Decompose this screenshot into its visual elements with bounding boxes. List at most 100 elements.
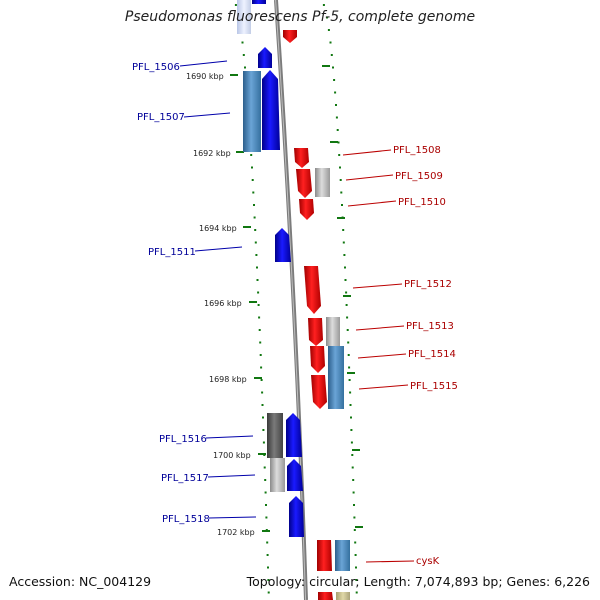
leader-line bbox=[355, 325, 405, 331]
forward-genes bbox=[252, 0, 304, 537]
gene-labels-right: PFL_1508 PFL_1509 PFL_1510 PFL_1512 PFL_… bbox=[393, 145, 458, 567]
cds-box[interactable] bbox=[270, 458, 285, 492]
ruler-dot bbox=[264, 491, 267, 494]
ruler-dot bbox=[267, 591, 270, 594]
ruler-dot bbox=[342, 229, 345, 231]
ruler-dot bbox=[343, 254, 346, 256]
ruler-dot bbox=[338, 154, 341, 156]
leader-line bbox=[357, 353, 407, 359]
ruler-dot bbox=[350, 416, 352, 419]
gene-arrow-pfl-1508[interactable] bbox=[294, 148, 309, 168]
leader-line bbox=[347, 200, 397, 207]
ruler-dot bbox=[241, 41, 244, 44]
gene-arrow-pfl-1507[interactable] bbox=[262, 70, 280, 150]
ruler-dot bbox=[336, 129, 339, 131]
leader-line bbox=[365, 560, 415, 563]
leader-line bbox=[194, 246, 243, 252]
gene-label-right[interactable]: PFL_1508 bbox=[393, 145, 441, 156]
ruler-label: 1692 kbp bbox=[193, 149, 231, 158]
gene-label-right[interactable]: PFL_1515 bbox=[410, 381, 458, 392]
gene-arrow-pfl-1506[interactable] bbox=[258, 47, 272, 68]
ruler-dot bbox=[351, 466, 354, 469]
gene-label-right[interactable]: PFL_1509 bbox=[395, 171, 443, 182]
ruler-track-right bbox=[322, 4, 358, 594]
gene-label-right[interactable]: cysK bbox=[416, 556, 440, 567]
ruler-labels: 1690 kbp 1692 kbp 1694 kbp 1696 kbp 1698… bbox=[186, 72, 255, 537]
leader-line bbox=[208, 516, 257, 519]
cds-box[interactable] bbox=[335, 540, 350, 571]
ruler-dot bbox=[260, 379, 263, 381]
accession-info: Accession: NC_004129 bbox=[9, 574, 152, 589]
ruler-dot bbox=[353, 516, 356, 519]
ruler-dot bbox=[342, 241, 345, 244]
gene-arrow-pfl-1517[interactable] bbox=[287, 459, 303, 491]
gene-arrow-pfl-1514[interactable] bbox=[310, 346, 325, 373]
gene-arrow-pfl-1510[interactable] bbox=[299, 199, 314, 220]
gene-label-right[interactable]: PFL_1514 bbox=[408, 349, 456, 360]
ruler-label: 1702 kbp bbox=[217, 528, 255, 537]
ruler-dot bbox=[348, 379, 351, 381]
gene-label-right[interactable]: PFL_1510 bbox=[398, 197, 446, 208]
gene-arrow-cysk[interactable] bbox=[317, 540, 332, 571]
cds-box[interactable] bbox=[237, 0, 251, 34]
ruler-dot bbox=[354, 554, 357, 556]
ruler-dot bbox=[330, 54, 333, 56]
cds-box[interactable] bbox=[315, 168, 330, 197]
leader-line bbox=[345, 174, 394, 181]
ruler-dot bbox=[266, 554, 269, 556]
ruler-dot bbox=[242, 54, 245, 56]
ruler-dot bbox=[351, 454, 354, 456]
ruler-dot bbox=[254, 241, 257, 244]
ruler-dot bbox=[337, 141, 340, 144]
gene-arrow-reverse[interactable] bbox=[318, 592, 333, 600]
gene-label-left[interactable]: PFL_1507 bbox=[137, 112, 185, 123]
ruler-dot bbox=[326, 16, 328, 19]
gene-arrow-pfl-1512[interactable] bbox=[304, 266, 321, 314]
ruler-dot bbox=[259, 354, 262, 356]
gene-arrow-pfl-1513[interactable] bbox=[308, 318, 323, 346]
cds-box[interactable] bbox=[267, 413, 283, 458]
ruler-dot bbox=[344, 266, 346, 269]
ruler-dot bbox=[262, 416, 264, 419]
ruler-dot bbox=[267, 566, 269, 569]
cds-box[interactable] bbox=[243, 71, 261, 152]
gene-arrow-pfl-1516[interactable] bbox=[286, 413, 302, 457]
ruler-dot bbox=[349, 404, 352, 406]
ruler-dot bbox=[352, 479, 355, 481]
gene-arrow-forward[interactable] bbox=[252, 0, 266, 4]
gene-arrow-pfl-1515[interactable] bbox=[311, 375, 327, 409]
gene-arrow-reverse[interactable] bbox=[283, 30, 297, 43]
gene-arrow-pfl-1511[interactable] bbox=[275, 228, 291, 262]
gene-label-right[interactable]: PFL_1513 bbox=[406, 321, 454, 332]
ruler-dot bbox=[341, 204, 343, 206]
leader-line bbox=[205, 435, 254, 439]
ruler-dot bbox=[258, 329, 261, 331]
gene-label-left[interactable]: PFL_1511 bbox=[148, 247, 196, 258]
gene-labels-left: PFL_1506 PFL_1507 PFL_1511 PFL_1516 PFL_… bbox=[132, 62, 210, 525]
gene-label-left[interactable]: PFL_1506 bbox=[132, 62, 180, 73]
cds-box[interactable] bbox=[336, 592, 350, 600]
gene-label-left[interactable]: PFL_1518 bbox=[162, 514, 210, 525]
ruler-dot bbox=[252, 191, 255, 194]
ruler-dot bbox=[329, 41, 332, 44]
ruler-dot bbox=[352, 491, 355, 494]
gene-arrow-pfl-1509[interactable] bbox=[296, 169, 312, 198]
gene-label-right[interactable]: PFL_1512 bbox=[404, 279, 452, 290]
gene-arrow-pfl-1518[interactable] bbox=[289, 496, 304, 537]
cds-box[interactable] bbox=[328, 346, 344, 409]
ruler-dot bbox=[339, 179, 342, 181]
ruler-dot bbox=[345, 304, 348, 306]
ruler-dot bbox=[345, 291, 348, 294]
ruler-dot bbox=[322, 4, 325, 6]
cds-box[interactable] bbox=[326, 317, 340, 346]
ruler-dot bbox=[259, 341, 262, 344]
gene-label-left[interactable]: PFL_1517 bbox=[161, 473, 209, 484]
ruler-label: 1690 kbp bbox=[186, 72, 224, 81]
ruler-dot bbox=[262, 441, 265, 444]
ruler-dot bbox=[251, 179, 254, 181]
gene-label-left[interactable]: PFL_1516 bbox=[159, 434, 207, 445]
ruler-dot bbox=[346, 316, 349, 319]
topology-info: Topology: circular; Length: 7,074,893 bp… bbox=[246, 574, 590, 589]
leader-line bbox=[207, 474, 256, 478]
